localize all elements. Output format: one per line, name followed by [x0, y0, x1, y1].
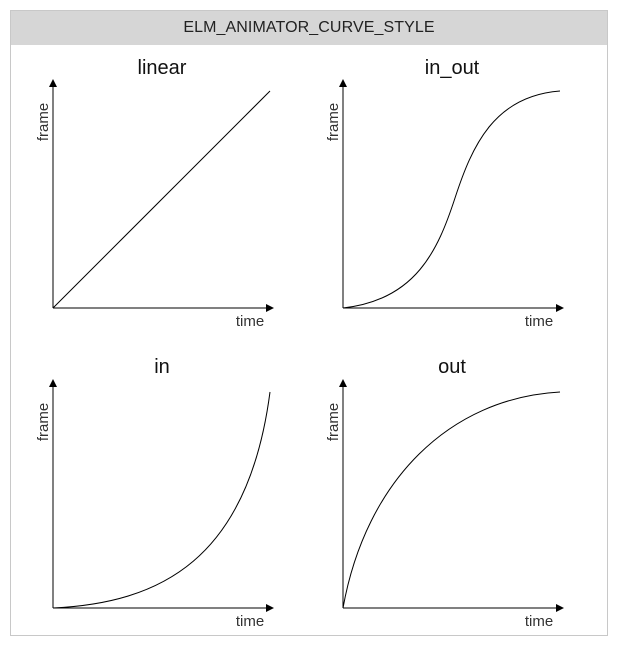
- plot-out: time frame: [325, 379, 564, 630]
- panel-title-in: in: [154, 356, 170, 378]
- diagram-frame: ELM_ANIMATOR_CURVE_STYLE: [10, 10, 608, 636]
- y-axis-label: frame: [35, 403, 52, 441]
- y-axis-label: frame: [325, 103, 342, 141]
- header-title: ELM_ANIMATOR_CURVE_STYLE: [183, 19, 435, 36]
- y-axis-label: frame: [35, 103, 52, 141]
- out-curve: [342, 391, 561, 609]
- y-axis-label: frame: [325, 403, 342, 441]
- header-bar: ELM_ANIMATOR_CURVE_STYLE: [11, 11, 607, 45]
- plot-linear: time frame: [35, 79, 274, 330]
- x-axis-label: time: [236, 313, 264, 330]
- panel-title-out: out: [438, 356, 466, 378]
- in-out-curve: [342, 90, 561, 309]
- plot-in-out: time frame: [325, 79, 564, 330]
- plot-in: time frame: [35, 379, 274, 630]
- panel-title-in-out: in_out: [424, 57, 480, 79]
- in-curve: [52, 391, 271, 609]
- x-axis-label: time: [525, 313, 553, 330]
- x-axis-label: time: [236, 613, 264, 630]
- x-axis-label: time: [525, 613, 553, 630]
- linear-curve: [52, 90, 271, 309]
- panel-title-linear: linear: [137, 57, 187, 79]
